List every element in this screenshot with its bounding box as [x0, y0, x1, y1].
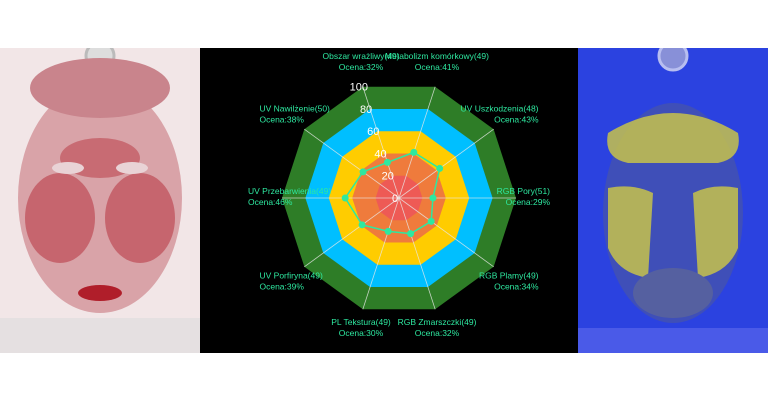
- data-point: [384, 227, 392, 235]
- axis-line: [362, 86, 400, 199]
- axis-line: [304, 197, 400, 268]
- data-point: [341, 194, 349, 202]
- axis-score-label: Ocena:32%: [415, 328, 460, 338]
- radar-chart: 0 20 40 60 80 100 RGB Pory(51)Ocena:29% UV Uszk…: [248, 51, 551, 338]
- data-point: [410, 148, 418, 156]
- tick-label: 0: [392, 193, 398, 205]
- data-point: [429, 194, 437, 202]
- right-face-uv-image: [578, 48, 768, 353]
- face-uv-mask-image: [578, 48, 768, 353]
- tick-label: 60: [367, 126, 379, 138]
- axis-name-label: RGB Pory(51): [497, 186, 551, 196]
- axis-name-label: Obszar wrażliwy(49): [322, 51, 399, 61]
- axis-name-label: UV Porfiryna(49): [259, 270, 322, 280]
- axis-score-label: Ocena:39%: [259, 281, 304, 291]
- axis-name-label: RGB Zmarszczki(49): [398, 317, 477, 327]
- axis-name-label: UV Przebarwienia(49): [248, 186, 331, 196]
- tick-label: 40: [374, 148, 386, 160]
- axis-score-label: Ocena:38%: [259, 115, 304, 125]
- axis-score-label: Ocena:34%: [494, 281, 539, 291]
- axis-score-label: Ocena:30%: [339, 328, 384, 338]
- axis-score-label: Ocena:41%: [415, 62, 460, 72]
- tick-label: 80: [360, 104, 372, 116]
- axis-name-label: UV Uszkodzenia(48): [461, 104, 539, 114]
- axis-line: [398, 197, 494, 268]
- axis-line: [398, 197, 436, 310]
- data-point: [383, 158, 391, 166]
- axis-name-label: RGB Plamy(49): [479, 270, 539, 280]
- data-point: [407, 230, 415, 238]
- axis-line: [398, 86, 436, 199]
- data-point: [436, 164, 444, 172]
- axis-name-label: UV Nawilżenie(50): [259, 104, 330, 114]
- axis-line: [362, 197, 400, 310]
- radar-chart-panel: 0 20 40 60 80 100 RGB Pory(51) Ocena:29% UV Uszk…: [200, 48, 578, 353]
- axis-score-label: Ocena:29%: [506, 197, 551, 207]
- axis-score-label: Ocena:43%: [494, 115, 539, 125]
- axis-line: [398, 128, 494, 199]
- axis-score-label: Ocena:32%: [339, 62, 384, 72]
- axis-name-label: Metabolizm komórkowy(49): [385, 51, 489, 61]
- axis-line: [304, 128, 400, 199]
- tick-label: 20: [382, 171, 394, 183]
- face-red-spots-image: [0, 48, 200, 353]
- tick-label: 100: [350, 82, 368, 94]
- data-point: [358, 221, 366, 229]
- axis-name-label: PL Tekstura(49): [331, 317, 391, 327]
- data-point: [427, 217, 435, 225]
- data-point: [359, 168, 367, 176]
- left-face-rgb-image: [0, 48, 200, 353]
- axis-score-label: Ocena:46%: [248, 197, 293, 207]
